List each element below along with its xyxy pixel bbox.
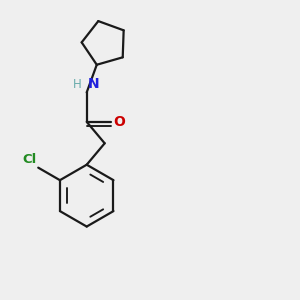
Text: N: N [87,77,99,91]
Text: O: O [113,115,125,129]
Text: H: H [73,78,82,91]
Text: Cl: Cl [22,153,37,166]
